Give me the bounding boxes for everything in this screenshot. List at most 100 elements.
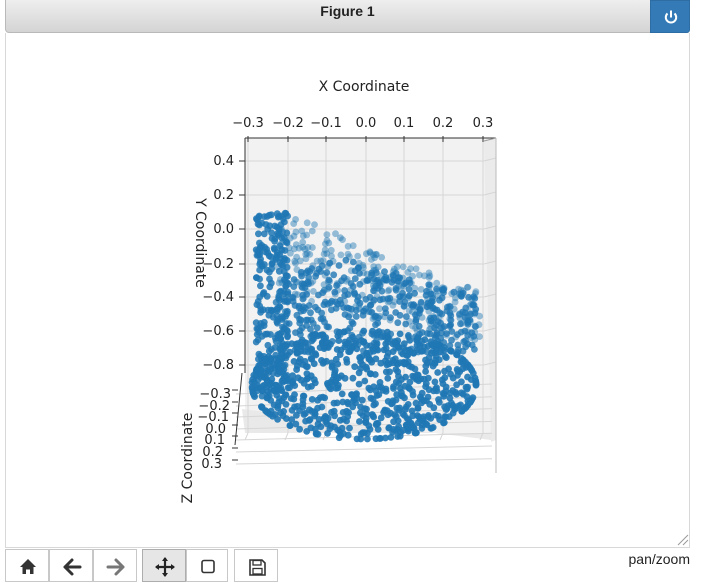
data-point-769 [276, 296, 283, 304]
data-point-1428 [384, 334, 392, 342]
data-point-152 [303, 219, 311, 227]
data-point-1392 [306, 406, 313, 414]
data-point-9 [313, 257, 321, 265]
back-button[interactable] [49, 549, 93, 582]
data-point-183 [378, 254, 386, 261]
data-point-1289 [282, 401, 290, 408]
data-point-1328 [452, 404, 460, 412]
y-tick-0: 0.4 [213, 154, 234, 169]
data-point-1099 [310, 360, 318, 368]
power-icon [664, 10, 678, 24]
data-point-1308 [270, 361, 278, 369]
data-point-1310 [323, 338, 331, 346]
data-point-835 [457, 320, 464, 328]
figure-canvas[interactable]: X Coordinate −0.3 −0.2 −0.1 0.0 0.1 0.2 … [5, 33, 690, 548]
data-point-728 [273, 312, 281, 320]
data-point-1140 [391, 411, 398, 419]
data-point-1215 [320, 415, 328, 422]
data-point-1529 [458, 408, 466, 415]
data-point-1208 [334, 426, 342, 434]
data-point-411 [260, 230, 268, 238]
data-point-654 [402, 320, 410, 328]
data-point-1373 [401, 394, 408, 402]
data-point-1539 [248, 383, 256, 391]
data-point-42 [323, 250, 331, 257]
home-button[interactable] [5, 549, 49, 582]
data-point-1384 [363, 349, 370, 357]
data-point-1054 [292, 420, 300, 428]
data-point-1535 [467, 365, 475, 373]
data-point-1545 [466, 399, 474, 406]
data-point-97 [306, 251, 314, 258]
data-point-856 [368, 271, 375, 279]
data-point-1513 [286, 422, 294, 429]
data-point-38 [292, 216, 299, 223]
data-point-579 [403, 313, 410, 320]
data-point-5 [320, 281, 328, 288]
data-point-701 [298, 272, 305, 280]
data-point-864 [332, 298, 339, 306]
data-point-33 [371, 254, 378, 262]
data-point-1244 [263, 376, 271, 384]
data-point-141 [320, 250, 328, 258]
data-point-618 [387, 314, 394, 321]
data-point-1182 [384, 374, 392, 382]
data-point-258 [325, 239, 333, 247]
data-point-162 [301, 245, 309, 253]
data-point-105 [337, 251, 345, 259]
data-point-480 [261, 261, 268, 268]
data-point-1276 [339, 409, 347, 416]
zoom-rect-icon [201, 559, 215, 574]
scatter-3d-plot[interactable]: X Coordinate −0.3 −0.2 −0.1 0.0 0.1 0.2 … [6, 33, 689, 547]
data-point-119 [323, 237, 331, 244]
data-point-104 [368, 256, 375, 263]
data-point-694 [332, 305, 340, 312]
data-point-467 [256, 293, 264, 301]
data-point-1489 [396, 330, 404, 338]
data-point-159 [389, 301, 397, 309]
y-side-gridline-5 [483, 327, 497, 332]
data-point-651 [411, 289, 418, 297]
move-icon [155, 557, 175, 577]
data-point-968 [434, 369, 442, 376]
x-tick-1: −0.2 [272, 116, 304, 131]
data-point-429 [262, 330, 269, 338]
data-point-74 [292, 228, 300, 236]
data-point-1549 [462, 358, 469, 366]
data-point-487 [272, 255, 280, 263]
data-point-768 [424, 299, 432, 307]
data-point-841 [447, 321, 455, 329]
data-point-1329 [369, 395, 377, 403]
zoom-button[interactable] [186, 549, 228, 582]
data-point-799 [427, 314, 434, 322]
data-point-1102 [408, 363, 416, 371]
data-point-1519 [353, 435, 361, 443]
data-point-489 [263, 292, 271, 300]
data-point-1453 [296, 425, 303, 433]
save-button[interactable] [234, 549, 278, 582]
data-point-465 [264, 341, 272, 349]
data-point-803 [351, 290, 359, 298]
pan-button[interactable] [142, 549, 186, 582]
data-point-483 [265, 252, 273, 260]
data-point-1284 [396, 404, 404, 412]
data-point-226 [416, 271, 423, 279]
forward-button[interactable] [93, 549, 137, 582]
data-point-804 [462, 337, 469, 344]
data-point-1262 [427, 415, 435, 422]
data-point-789 [284, 288, 292, 296]
data-point-1370 [391, 339, 398, 347]
data-point-722 [425, 281, 433, 288]
data-point-1376 [409, 388, 416, 395]
data-point-459 [254, 336, 262, 344]
data-point-1270 [302, 363, 310, 370]
data-point-1389 [318, 403, 326, 411]
data-point-770 [470, 333, 478, 340]
data-point-484 [263, 245, 270, 253]
data-point-1380 [301, 358, 309, 365]
resize-grip-icon[interactable] [677, 534, 689, 546]
data-point-255 [344, 250, 352, 258]
data-point-113 [476, 333, 483, 340]
data-point-1405 [414, 404, 422, 412]
close-figure-button[interactable] [650, 0, 690, 33]
